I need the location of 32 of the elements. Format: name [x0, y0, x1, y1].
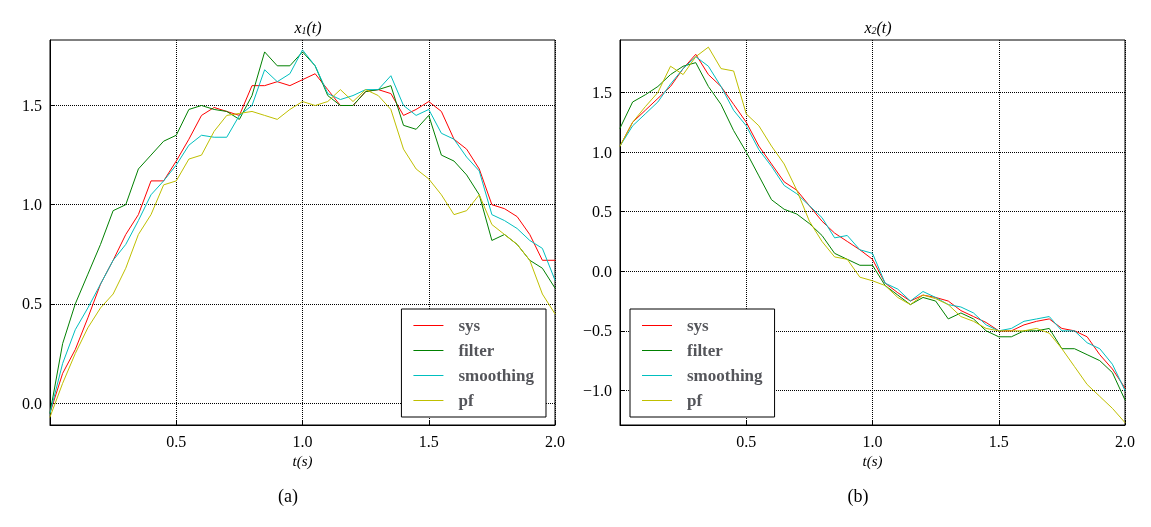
- x-axis-title: t(s): [862, 453, 883, 471]
- legend-label: pf: [458, 391, 474, 410]
- x-tick-label: 0.5: [736, 432, 757, 450]
- legend-label: smoothing: [687, 366, 764, 385]
- chart-title: x2(t): [863, 18, 892, 37]
- y-tick-label: 0.5: [22, 295, 42, 313]
- text: (a): [278, 486, 298, 507]
- x-tick-label: 1.0: [292, 432, 313, 450]
- x-tick-label: 2.0: [545, 432, 565, 450]
- legend-label: pf: [687, 391, 703, 410]
- y-tick-label: 1.0: [592, 143, 612, 161]
- y-tick-label: 0.0: [22, 394, 42, 412]
- legend-label: filter: [687, 341, 724, 360]
- x-tick-label: 2.0: [1115, 432, 1135, 450]
- y-tick-label: 0.0: [592, 262, 612, 280]
- legend-label: sys: [687, 316, 710, 335]
- y-tick-label: −1.0: [582, 381, 612, 399]
- y-tick-label: 0.5: [592, 203, 612, 221]
- legend-label: smoothing: [458, 366, 535, 385]
- x-tick-label: 0.5: [166, 432, 187, 450]
- legend-label: sys: [458, 316, 481, 335]
- x-tick-label: 1.0: [862, 432, 883, 450]
- x-tick-label: 1.5: [418, 432, 439, 450]
- x-axis-title: t(s): [292, 453, 313, 471]
- y-tick-label: 1.5: [592, 83, 612, 101]
- text: (b): [847, 486, 869, 507]
- y-tick-label: 1.5: [22, 96, 42, 114]
- legend-label: filter: [458, 341, 495, 360]
- x-tick-label: 1.5: [988, 432, 1009, 450]
- chart-title: x1(t): [293, 18, 322, 37]
- y-tick-label: 1.0: [22, 196, 42, 214]
- y-tick-label: −0.5: [582, 322, 612, 340]
